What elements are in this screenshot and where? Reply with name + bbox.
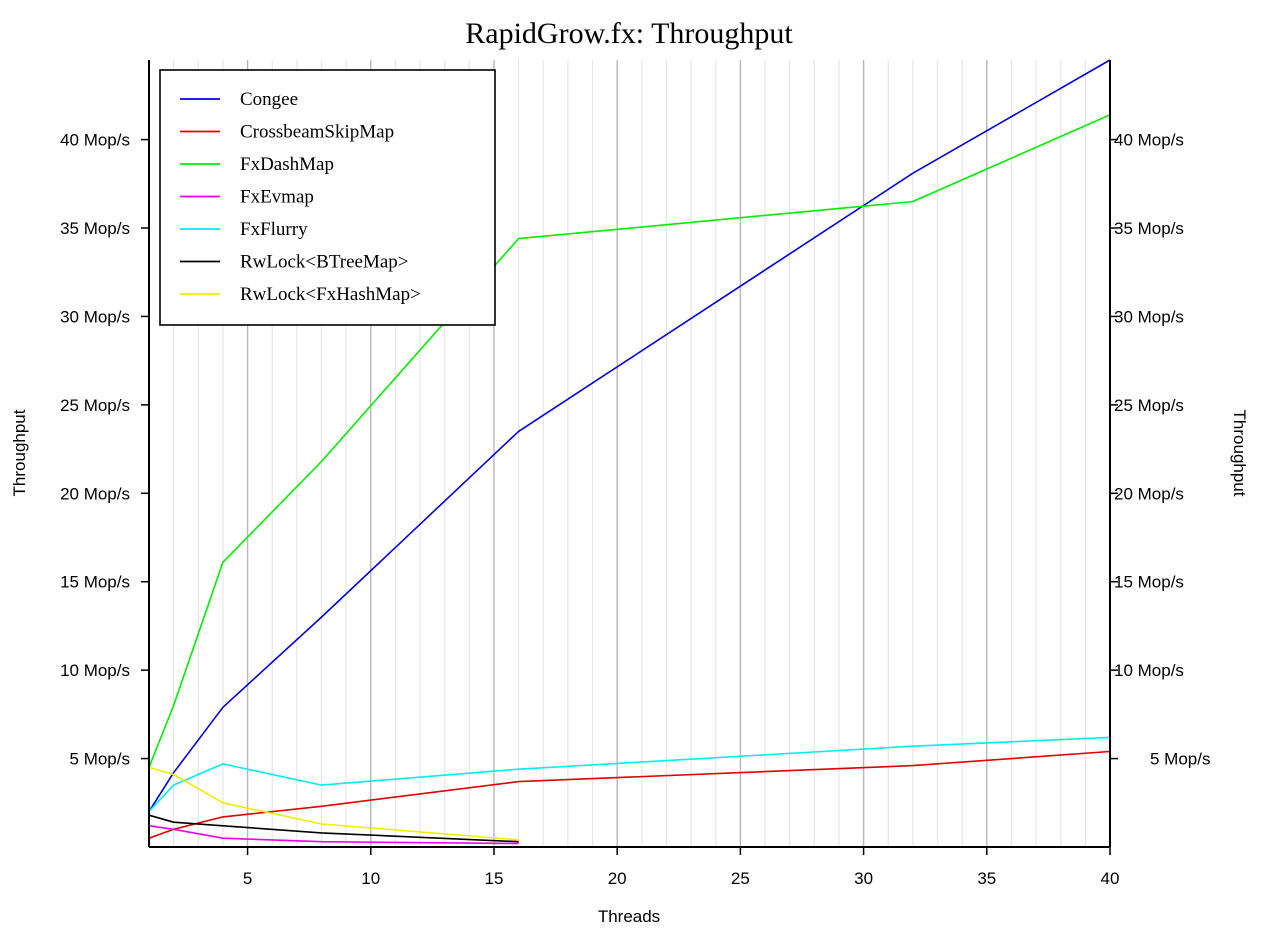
series-line [148, 825, 519, 845]
axes [148, 60, 1111, 848]
x-tick-label: 5 [243, 869, 252, 888]
y-tick-label-right: 20 Mop/s [1114, 484, 1184, 503]
x-tick-label: 10 [361, 869, 380, 888]
y-tick-label-right: 10 Mop/s [1114, 661, 1184, 680]
series-line [148, 736, 1111, 813]
x-tick-label: 30 [854, 869, 873, 888]
legend-label: RwLock<FxHashMap> [240, 284, 421, 305]
y-tick-label-left: 25 Mop/s [60, 396, 130, 415]
legend-label: Congee [240, 89, 298, 110]
x-tick-label: 40 [1101, 869, 1120, 888]
x-tick-label: 15 [485, 869, 504, 888]
chart-title: RapidGrow.fx: Throughput [465, 17, 793, 50]
x-tick-label: 25 [731, 869, 750, 888]
series-lines [148, 59, 1111, 845]
series-line [148, 59, 1111, 813]
legend-label: FxFlurry [240, 219, 308, 240]
y-tick-label-left: 5 Mop/s [70, 750, 130, 769]
series-line [148, 750, 1111, 839]
y-tick-label-right: 30 Mop/s [1114, 307, 1184, 326]
y-tick-label-left: 40 Mop/s [60, 131, 130, 150]
ticks: 5 10 15 20 25 30 35 40 5 Mop/s 5 Mop/s 10 Mop/s 10 … [60, 131, 1210, 888]
y-axis-label: Throughput [10, 409, 29, 496]
y-tick-label-left: 15 Mop/s [60, 573, 130, 592]
y-tick-label-right: 25 Mop/s [1114, 396, 1184, 415]
x-tick-label: 35 [977, 869, 996, 888]
legend-label: FxDashMap [240, 154, 334, 175]
legend-box [159, 69, 496, 326]
y-tick-label-right: 5 Mop/s [1150, 750, 1210, 769]
y-tick-label-left: 35 Mop/s [60, 219, 130, 238]
series-line [148, 814, 519, 843]
x-axis-label: Threads [598, 907, 660, 926]
y-tick-label-right: 35 Mop/s [1114, 219, 1184, 238]
series-line [148, 766, 519, 841]
series-line [148, 114, 1111, 768]
y-tick-label-left: 20 Mop/s [60, 484, 130, 503]
x-tick-label: 20 [608, 869, 627, 888]
legend-label: RwLock<BTreeMap> [240, 252, 409, 273]
y-tick-label-right: 15 Mop/s [1114, 573, 1184, 592]
y-tick-label-left: 10 Mop/s [60, 661, 130, 680]
legend-label: CrossbeamSkipMap [240, 122, 394, 143]
legend-label: FxEvmap [240, 187, 314, 208]
y-axis-label-right: Throughput [1230, 410, 1249, 497]
legend: Congee CrossbeamSkipMap FxDashMap FxEvmap Fx… [159, 69, 496, 326]
y-tick-label-left: 30 Mop/s [60, 307, 130, 326]
y-tick-label-right: 40 Mop/s [1114, 131, 1184, 150]
